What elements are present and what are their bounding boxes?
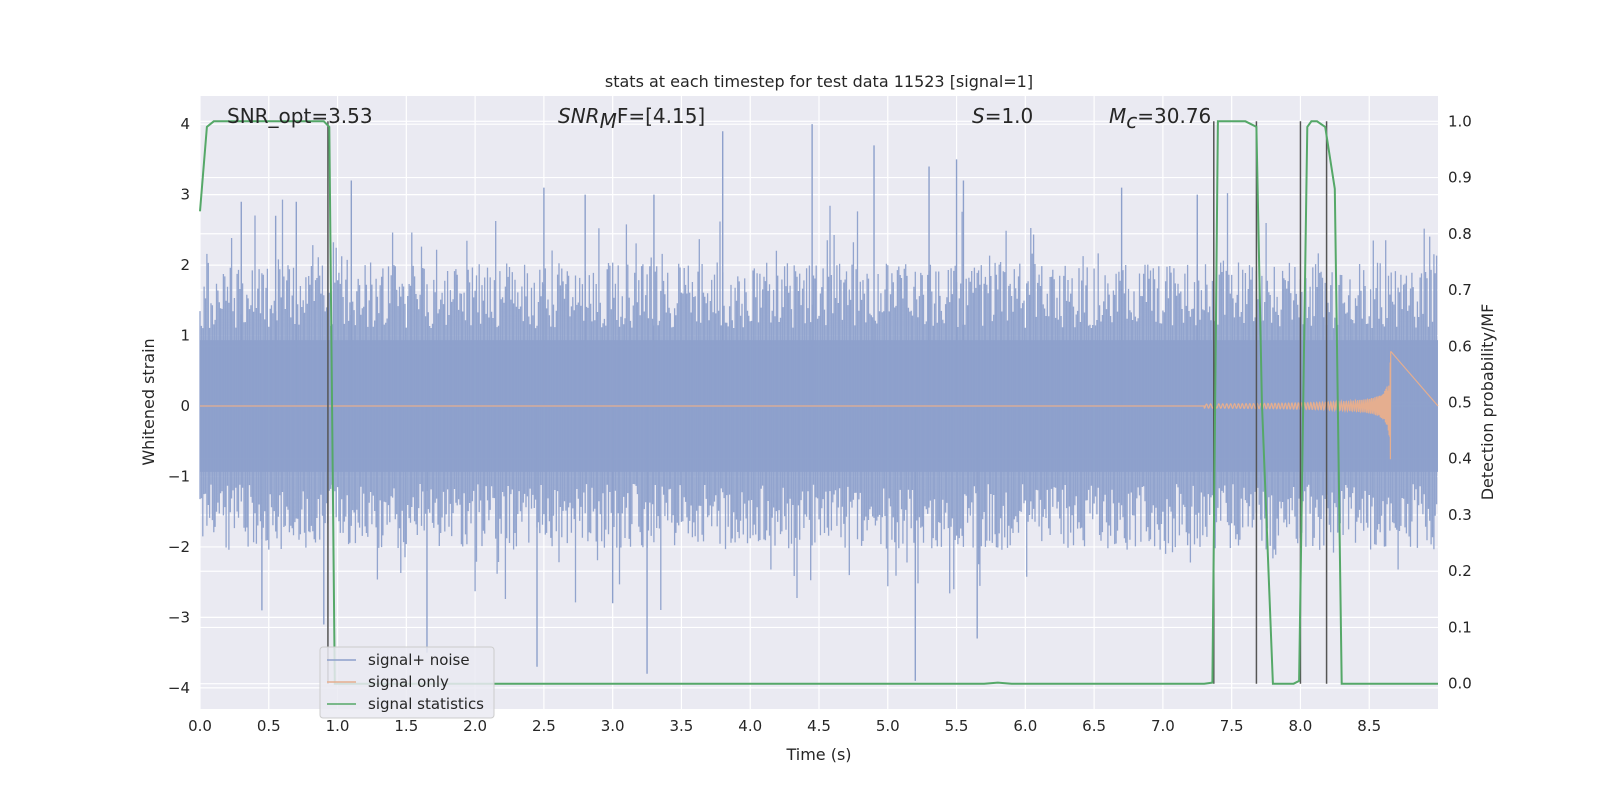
x-tick-label: 1.0 (326, 717, 350, 735)
annotation-snr-opt: SNR_opt=3.53 (227, 104, 373, 128)
legend-label-signal-only: signal only (368, 673, 449, 691)
x-tick-label: 8.0 (1289, 717, 1313, 735)
y2-tick-label: 0.4 (1448, 450, 1472, 468)
y2-tick-label: 0.3 (1448, 506, 1472, 524)
y2-tick-label: 0.9 (1448, 169, 1472, 187)
y-tick-label: 3 (180, 186, 190, 204)
y2-tick-label: 0.1 (1448, 618, 1472, 636)
y2-tick-label: 0.2 (1448, 562, 1472, 580)
y-tick-label: 4 (180, 115, 190, 133)
x-tick-labels: 0.0 0.5 1.0 1.5 2.0 2.5 3.0 3.5 4.0 4.5 5.0 5.5 6.0 6… (188, 717, 1381, 735)
y2-tick-label: 1.0 (1448, 112, 1472, 130)
y-tick-label: 1 (180, 327, 190, 345)
y-tick-label: −3 (168, 608, 190, 626)
x-tick-label: 1.5 (394, 717, 418, 735)
x-tick-label: 4.5 (807, 717, 831, 735)
legend: signal+ noise signal only signal statist… (319, 646, 495, 719)
y-tick-labels: 4 3 2 1 0 −1 −2 −3 −4 (168, 115, 190, 697)
y2-tick-label: 0.8 (1448, 225, 1472, 243)
series-signal-only (200, 351, 1439, 460)
annotation-mc-value: =30.76 (1137, 104, 1211, 128)
y-tick-label: 2 (180, 256, 190, 274)
annotation-s-symbol: S (972, 104, 985, 128)
y2-axis-label: Detection probability/MF (1478, 304, 1497, 501)
chirp-line (200, 351, 1439, 460)
annotation-snr-mf-value: F=[4.15] (617, 104, 705, 128)
x-axis-label: Time (s) (785, 745, 851, 764)
x-tick-label: 0.5 (257, 717, 281, 735)
x-tick-label: 0.0 (188, 717, 212, 735)
legend-label-signal-noise: signal+ noise (368, 651, 470, 669)
y-tick-label: −4 (168, 679, 190, 697)
x-tick-label: 6.5 (1082, 717, 1106, 735)
series-signal-statistics (199, 120, 1438, 685)
x-tick-label: 2.0 (463, 717, 487, 735)
legend-label-signal-statistics: signal statistics (368, 695, 484, 713)
annotation-mc: Mc=30.76 (1109, 104, 1211, 133)
annotation-snr-mf-subscript: M (600, 109, 617, 133)
y2-tick-labels: 1.0 0.9 0.8 0.7 0.6 0.5 0.4 0.3 0.2 0.1 0.0 (1448, 112, 1472, 692)
annotation-mc-symbol: M (1109, 104, 1126, 128)
stats-line (199, 120, 1438, 685)
y2-tick-label: 0.0 (1448, 675, 1472, 693)
x-tick-label: 3.5 (670, 717, 694, 735)
annotation-s-value: =1.0 (985, 104, 1034, 128)
y-tick-label: −2 (168, 538, 190, 556)
y2-tick-label: 0.5 (1448, 394, 1472, 412)
y-tick-label: −1 (168, 467, 190, 485)
y-axis-label: Whitened strain (139, 338, 158, 465)
y2-tick-label: 0.6 (1448, 337, 1472, 355)
annotation-s: S=1.0 (972, 104, 1033, 128)
annotation-snr-mf-symbol: SNR (558, 104, 600, 128)
x-tick-label: 5.0 (876, 717, 900, 735)
x-tick-label: 5.5 (945, 717, 969, 735)
y2-tick-label: 0.7 (1448, 281, 1472, 299)
x-tick-label: 7.5 (1220, 717, 1244, 735)
x-tick-label: 3.0 (601, 717, 625, 735)
x-tick-label: 2.5 (532, 717, 556, 735)
x-tick-label: 4.0 (738, 717, 762, 735)
x-tick-label: 8.5 (1357, 717, 1381, 735)
x-tick-label: 7.0 (1151, 717, 1175, 735)
annotation-mc-subscript: c (1126, 109, 1137, 133)
legend-box (319, 646, 495, 719)
annotation-snr-mf: SNRMF=[4.15] (558, 104, 705, 133)
y-tick-label: 0 (180, 397, 190, 415)
x-tick-label: 6.0 (1013, 717, 1037, 735)
chart-title: stats at each timestep for test data 115… (605, 72, 1033, 91)
